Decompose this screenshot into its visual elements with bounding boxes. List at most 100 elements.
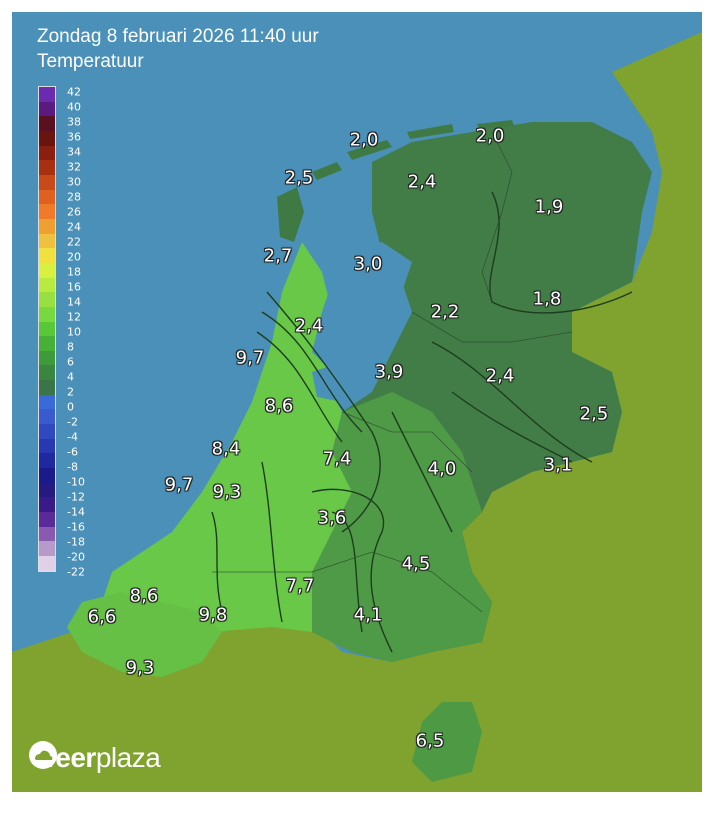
vlieland bbox=[312, 162, 342, 180]
legend-tick-label: -8 bbox=[67, 460, 78, 474]
legend-tick-label: 2 bbox=[67, 385, 74, 399]
legend-tick-label: 36 bbox=[67, 130, 81, 144]
texel bbox=[277, 187, 304, 242]
temperature-value: 7,7 bbox=[285, 575, 315, 597]
weerplaza-logo[interactable]: weerplaza bbox=[28, 740, 161, 776]
ijsselmeer bbox=[312, 242, 412, 372]
legend-tick-label: 12 bbox=[67, 310, 81, 324]
legend-color-step bbox=[39, 248, 55, 263]
legend-tick-label: -16 bbox=[67, 520, 85, 534]
temperature-value: 3,9 bbox=[374, 361, 404, 383]
legend-tick-label: 8 bbox=[67, 340, 74, 354]
legend-color-step bbox=[39, 277, 55, 293]
terschelling bbox=[347, 140, 392, 160]
legend-tick-label: 30 bbox=[67, 175, 81, 189]
temperature-value: 2,4 bbox=[485, 365, 515, 387]
temperature-value: 3,1 bbox=[543, 454, 573, 476]
province-borders bbox=[212, 131, 573, 613]
temperature-value: 3,0 bbox=[353, 253, 383, 275]
legend-tick-label: -12 bbox=[67, 490, 85, 504]
temperature-value: 2,0 bbox=[475, 125, 505, 147]
limburg bbox=[412, 702, 482, 782]
legend-tick-label: -10 bbox=[67, 475, 85, 489]
legend-tick-label: -20 bbox=[67, 550, 85, 564]
legend-color-step bbox=[39, 556, 55, 571]
legend-tick-label: 4 bbox=[67, 370, 74, 384]
temperature-value: 8,6 bbox=[264, 395, 294, 417]
temperature-value: 9,3 bbox=[125, 657, 155, 679]
legend-tick-label: 40 bbox=[67, 100, 81, 114]
cloud-sun-icon bbox=[29, 741, 57, 769]
legend-color-step bbox=[39, 174, 55, 190]
temperature-value: 4,0 bbox=[427, 458, 457, 480]
legend-color-step bbox=[39, 130, 55, 146]
legend-color-step bbox=[39, 87, 55, 102]
temperature-value: 2,2 bbox=[430, 301, 460, 323]
schiermonnikoog bbox=[477, 120, 514, 130]
temperature-value: 3,6 bbox=[317, 507, 347, 529]
temperature-value: 2,7 bbox=[263, 245, 293, 267]
weather-map: Zondag 8 februari 2026 11:40 uur Tempera… bbox=[12, 12, 702, 792]
legend-color-step bbox=[39, 101, 55, 117]
legend-color-step bbox=[39, 233, 55, 249]
map-subtitle: Temperatuur bbox=[37, 51, 144, 72]
legend-color-step bbox=[39, 292, 55, 307]
temperature-legend-bar bbox=[38, 86, 56, 572]
temperature-value: 9,7 bbox=[235, 347, 265, 369]
legend-color-step bbox=[39, 453, 55, 469]
legend-color-step bbox=[39, 204, 55, 219]
legend-tick-label: 22 bbox=[67, 235, 81, 249]
legend-color-step bbox=[39, 189, 55, 205]
legend-color-step bbox=[39, 306, 55, 322]
legend-tick-label: 34 bbox=[67, 145, 81, 159]
legend-color-step bbox=[39, 497, 55, 513]
temperature-value: 2,5 bbox=[579, 403, 609, 425]
temperature-value: 2,4 bbox=[294, 315, 324, 337]
temperature-value: 6,6 bbox=[87, 606, 117, 628]
legend-tick-label: -22 bbox=[67, 565, 85, 579]
ameland bbox=[407, 124, 454, 139]
temperature-value: 7,4 bbox=[322, 448, 352, 470]
temperature-value: 8,4 bbox=[211, 438, 241, 460]
temperature-value: 1,8 bbox=[532, 288, 562, 310]
temperature-value: 4,5 bbox=[401, 553, 431, 575]
legend-color-step bbox=[39, 409, 55, 425]
temperature-value: 6,5 bbox=[415, 730, 445, 752]
legend-tick-label: 38 bbox=[67, 115, 81, 129]
legend-color-step bbox=[39, 145, 55, 161]
legend-color-step bbox=[39, 438, 55, 454]
map-datetime: Zondag 8 februari 2026 11:40 uur bbox=[37, 26, 319, 47]
legend-color-step bbox=[39, 482, 55, 498]
legend-tick-label: 0 bbox=[67, 400, 74, 414]
brand-rest: plaza bbox=[95, 742, 161, 773]
temperature-value: 9,7 bbox=[164, 474, 194, 496]
legend-color-step bbox=[39, 394, 55, 410]
legend-color-step bbox=[39, 336, 55, 351]
map-graphic bbox=[12, 12, 702, 792]
legend-color-step bbox=[39, 160, 55, 175]
legend-color-step bbox=[39, 262, 55, 278]
legend-color-step bbox=[39, 526, 55, 542]
legend-tick-label: 26 bbox=[67, 205, 81, 219]
legend-tick-label: -18 bbox=[67, 535, 85, 549]
legend-tick-label: 18 bbox=[67, 265, 81, 279]
legend-color-step bbox=[39, 365, 55, 381]
nl-west bbox=[102, 242, 352, 632]
isotherms bbox=[211, 191, 633, 653]
legend-color-step bbox=[39, 116, 55, 131]
legend-tick-label: -6 bbox=[67, 445, 78, 459]
nl-central bbox=[312, 392, 492, 662]
legend-color-step bbox=[39, 468, 55, 483]
legend-color-step bbox=[39, 380, 55, 395]
temperature-value: 1,9 bbox=[534, 196, 564, 218]
temperature-value: 2,4 bbox=[407, 171, 437, 193]
temperature-value: 2,5 bbox=[284, 167, 314, 189]
legend-tick-label: 6 bbox=[67, 355, 74, 369]
legend-tick-label: 28 bbox=[67, 190, 81, 204]
temperature-value: 8,6 bbox=[129, 585, 159, 607]
legend-tick-label: 32 bbox=[67, 160, 81, 174]
legend-color-step bbox=[39, 218, 55, 234]
legend-color-step bbox=[39, 541, 55, 556]
legend-color-step bbox=[39, 424, 55, 439]
legend-tick-label: 20 bbox=[67, 250, 81, 264]
